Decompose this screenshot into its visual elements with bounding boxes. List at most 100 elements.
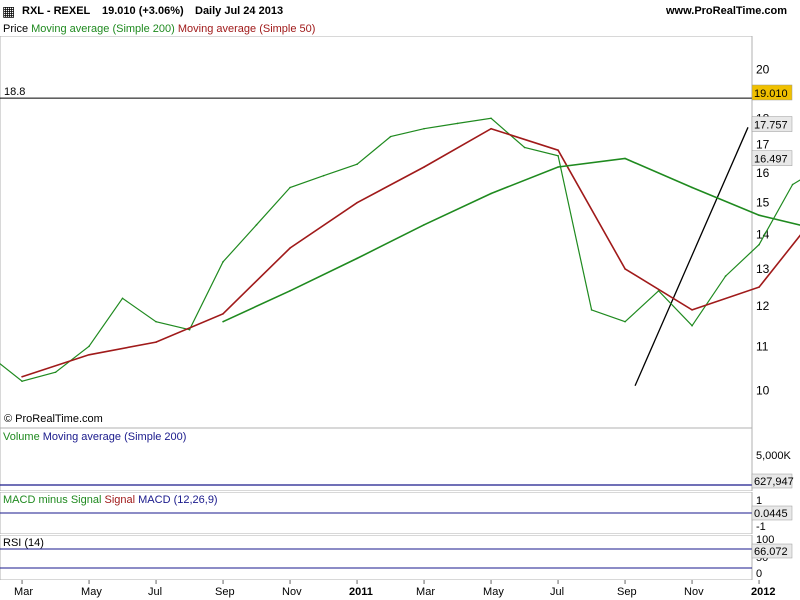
volume-last-badge: 627,947 [754,476,794,488]
ma50-legend-label: Moving average (Simple 50) [177,23,316,35]
ma50-point [691,309,693,311]
price-point [289,186,291,189]
price-chart: 2018171615141312111018.819.01017.75716.4… [0,36,800,428]
price-point [121,297,124,300]
price-point [758,243,760,246]
site-name: www.ProRealTime.com [666,5,788,17]
macd-signal-legend-label: Signal [104,494,136,506]
price-point [691,324,693,327]
price-y-tick: 20 [756,62,770,76]
price-point [724,275,727,277]
rsi-pane-frame [0,535,753,580]
price-point [356,163,358,165]
volume-badge-bg [751,473,793,489]
macd-y-tick: -1 [756,521,766,533]
ma50-line [21,127,800,378]
ma200-point [691,186,693,189]
x-axis: MarMayJulSepNov2011MarMayJulSepNov2012Ma… [14,580,776,598]
volume-ma-legend-label: Moving average (Simple 200) [42,431,187,443]
ma200-last-badge: 16.497 [754,154,788,166]
macd-chart: 1 -10.0445 [0,492,793,534]
price-point [255,224,258,226]
price-y-tick: 17 [756,138,770,152]
macd-hist-legend-label: MACD minus Signal [3,494,102,506]
price-point [624,320,626,323]
price-pane-frame [0,36,753,428]
x-axis-label: Mar [14,586,33,598]
chart-header: ▦ RXL - REXEL 19.010 (+3.06%) Daily Jul … [0,0,800,22]
ma200-line [222,157,800,323]
ma50-point [88,353,90,356]
logo-icon: ▦ [2,3,16,19]
x-axis-label: Mar [416,586,435,598]
price-point [791,183,794,186]
ma50-point [21,375,23,378]
ma50-point [155,341,157,343]
rsi-y-tick: 0 [756,568,762,580]
period-date: Daily Jul 24 2013 [195,5,284,17]
price-last-badge-bg [751,84,793,101]
price-point [88,345,90,348]
x-axis-label: Sep [215,586,235,598]
ma50-point [289,247,291,249]
x-axis-label: Sep [617,586,637,598]
volume-chart: 5,000K 627,947 [0,428,794,491]
volume-legend-label: Volume [3,431,40,443]
ma50-point [356,201,358,204]
macd-line-legend-label: MACD (12,26,9) [138,494,218,506]
price-point [155,320,157,323]
ma50-point [557,149,559,152]
x-axis-label: May [483,586,504,598]
ma50-last-badge: 17.757 [754,120,788,132]
price-y-tick: 11 [756,339,769,353]
symbol-title: RXL - REXEL [22,5,91,17]
price-point [456,122,459,125]
ma200-point [624,157,626,160]
price-last-badge: 19.010 [754,88,788,100]
rsi-legend-label: RSI (14) [3,537,44,549]
x-axis-label: 2012 [751,586,775,598]
price-point [423,127,425,130]
ma200-point [222,320,224,323]
ma200-point [423,224,425,226]
x-axis-label: Nov [684,586,704,598]
macd-last-badge: 0.0445 [754,508,788,520]
x-axis-label: 2011 [349,586,373,598]
price-y-tick: 13 [756,262,770,276]
rsi-y-tick: 100 [756,535,774,546]
ma50-point [624,268,626,270]
price-line [0,117,800,382]
ma50-point [490,127,492,130]
ma200-point [758,214,760,216]
price-legend-label: Price [3,23,29,35]
ma200-point [356,257,358,260]
price-y-tick: 15 [756,196,770,210]
ma200-point [557,166,559,168]
price-point [557,154,559,157]
price-legend: Price Moving average (Simple 200) Moving… [3,23,315,35]
rsi-last-badge: 66.072 [754,546,788,558]
price-point [188,328,191,331]
macd-y-tick: 1 [756,495,762,507]
price-point [590,309,593,311]
volume-y-tick: 5,000K [756,450,792,462]
price-point [490,117,492,120]
price-y-tick: 10 [756,383,770,397]
ma50-last-badge-bg [751,116,793,132]
ma200-last-badge-bg [751,150,793,166]
price-y-tick: 16 [756,166,770,180]
price-y-tick: 12 [756,299,770,313]
copyright-text: © ProRealTime.com [4,413,103,425]
price-point [523,146,526,149]
price-point [389,135,392,138]
x-axis-label: May [81,586,102,598]
x-axis-label: Nov [282,586,302,598]
rsi-badge-bg [751,543,793,559]
price-point [322,174,325,177]
ma50-point [423,166,425,168]
ma50-point [758,286,760,288]
support-trendline [634,127,749,387]
x-axis-label: Jul [148,586,162,598]
volume-pane-frame [0,428,753,491]
volume-legend: Volume Moving average (Simple 200) [3,431,186,443]
